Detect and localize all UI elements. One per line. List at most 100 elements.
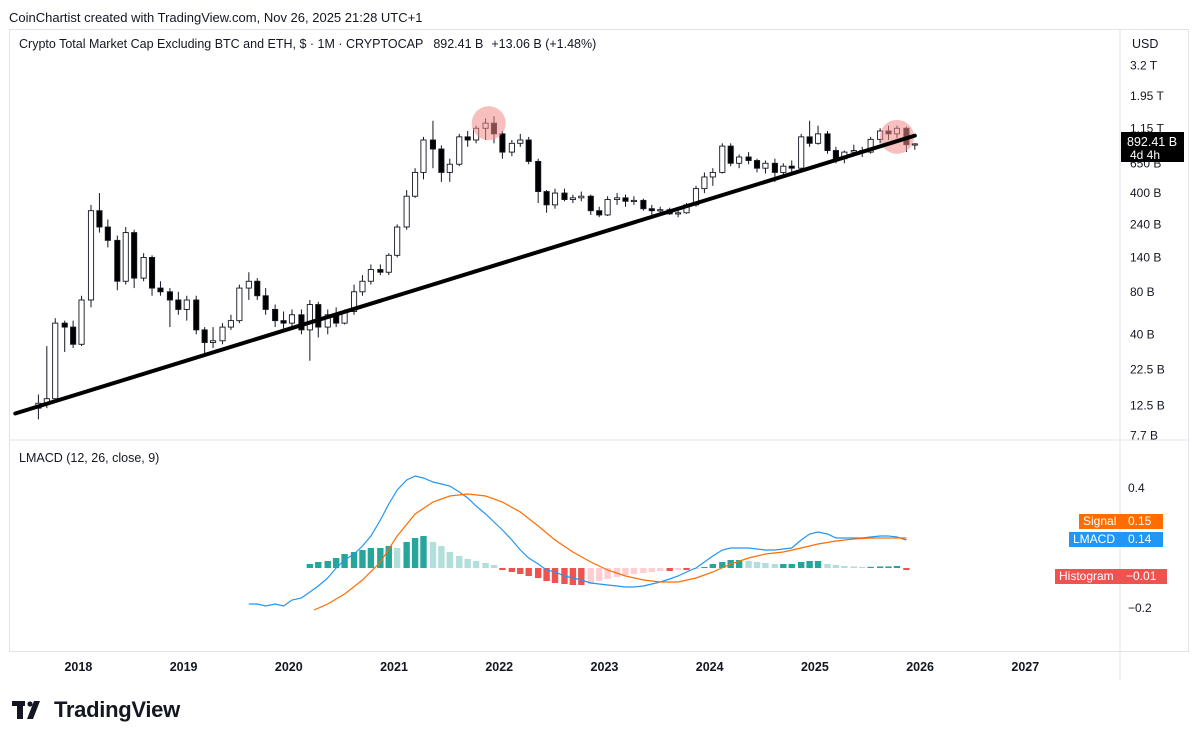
highlights-layer [471, 106, 914, 154]
macd-axis-tick: 0.4 [1128, 481, 1145, 495]
candle-body [630, 199, 637, 203]
tradingview-logo-icon [12, 701, 40, 719]
histogram-bar [438, 546, 445, 568]
time-axis: 2018 2019 2020 2021 2022 2023 2024 2025 2026 2027 [64, 660, 1039, 674]
macd-pane: LMACD (12, 26, close, 9) 0.4 −0.2 Signal … [19, 451, 1167, 615]
histogram-bar [367, 548, 375, 568]
histogram-bar [903, 568, 910, 570]
candle-body [315, 304, 322, 328]
price-pane: Crypto Total Market Cap Excluding BTC an… [13, 33, 1184, 442]
tradingview-logo[interactable]: TradingView [12, 697, 180, 723]
histogram-bar [850, 566, 858, 568]
time-axis-tick: 2026 [906, 660, 934, 674]
histogram-bar [551, 568, 559, 583]
signal-label: Signal [1083, 514, 1116, 528]
histogram-bar [429, 542, 437, 568]
candle-body [824, 133, 831, 151]
candle-body [640, 199, 647, 210]
candle-body [543, 191, 550, 206]
histogram-bar [640, 568, 647, 573]
histogram-bar [806, 561, 813, 568]
histogram-bar [508, 568, 516, 572]
lmacd-line [248, 475, 907, 607]
candle-body [140, 257, 147, 279]
candle-body [78, 299, 85, 345]
histogram-bar [587, 568, 594, 584]
candle-body [675, 212, 682, 215]
histogram-bar [841, 566, 848, 568]
candle-body [324, 314, 331, 328]
histogram-bar [666, 568, 673, 571]
indicator-title[interactable]: LMACD (12, 26, close, 9) [19, 451, 159, 465]
candle-body [245, 280, 252, 289]
price-axis-tick: 7.7 B [1130, 428, 1158, 442]
lmacd-legend: LMACD 0.14 [1069, 532, 1163, 547]
time-axis-tick: 2027 [1011, 660, 1039, 674]
histogram-value-tag [1123, 569, 1167, 584]
candle-body [657, 209, 664, 212]
chart-caption: CoinChartist created with TradingView.co… [9, 10, 423, 25]
histogram-bar [613, 568, 621, 577]
candle-body [525, 139, 532, 162]
price-axis-tick: 400 B [1130, 186, 1161, 200]
last-price-value: 892.41 B [1127, 135, 1177, 149]
histogram-bar [824, 564, 831, 568]
candle-body [183, 299, 190, 310]
trendline-layer [13, 133, 917, 416]
currency-button[interactable] [1124, 33, 1174, 55]
histogram-label: Histogram [1059, 569, 1114, 583]
histogram-bar [306, 564, 314, 568]
candle-body [131, 232, 138, 279]
signal-legend: Signal 0.15 [1079, 514, 1163, 529]
candle-body [614, 197, 621, 200]
time-axis-tick: 2024 [696, 660, 724, 674]
histogram-bar [622, 568, 629, 575]
histogram-bar [683, 568, 690, 570]
candle-body [508, 142, 515, 153]
candle-body [762, 162, 769, 169]
candle-body [306, 304, 313, 331]
price-axis-tick: 80 B [1130, 285, 1155, 299]
candle-body [96, 210, 103, 228]
candle-body [201, 329, 208, 343]
signal-label-tag [1079, 514, 1123, 529]
candle-body [236, 287, 243, 322]
histogram-bar [701, 567, 708, 568]
candle-body [561, 192, 568, 200]
histogram-bar [753, 562, 761, 568]
histogram-bar [893, 566, 901, 568]
candles-layer [35, 116, 918, 420]
candle-body [535, 160, 542, 192]
histogram-bar [832, 565, 840, 568]
lmacd-label: LMACD [1073, 532, 1115, 546]
histogram-bar [859, 567, 866, 568]
candle-body [420, 139, 427, 173]
price-axis-tick: 240 B [1130, 217, 1161, 231]
candle-body [587, 195, 594, 212]
tradingview-brand-text: TradingView [54, 697, 180, 722]
histogram-bar [814, 561, 822, 568]
histogram-bar [456, 556, 463, 568]
currency-label[interactable]: USD [1132, 37, 1158, 51]
histogram-bar [578, 568, 585, 585]
time-axis-tick: 2025 [801, 660, 829, 674]
lmacd-label-tag [1069, 532, 1123, 547]
candle-body [70, 326, 77, 345]
price-axis-tick: 1.95 T [1130, 89, 1164, 103]
candle-body [701, 176, 708, 190]
candle-body [709, 171, 716, 178]
candle-body [288, 314, 296, 324]
candle-body [569, 197, 576, 200]
candle-body [61, 322, 68, 328]
price-axis-tick: 40 B [1130, 327, 1155, 341]
candle-body [456, 136, 463, 165]
histogram-bar [377, 548, 384, 568]
histogram-bar [534, 568, 542, 578]
signal-line [313, 493, 907, 611]
histogram-bar [604, 568, 611, 579]
histogram-label-tag [1055, 569, 1123, 584]
histogram-bar [490, 565, 498, 568]
candle-body [254, 280, 261, 297]
price-axis-tick: 1.15 T [1130, 121, 1164, 135]
